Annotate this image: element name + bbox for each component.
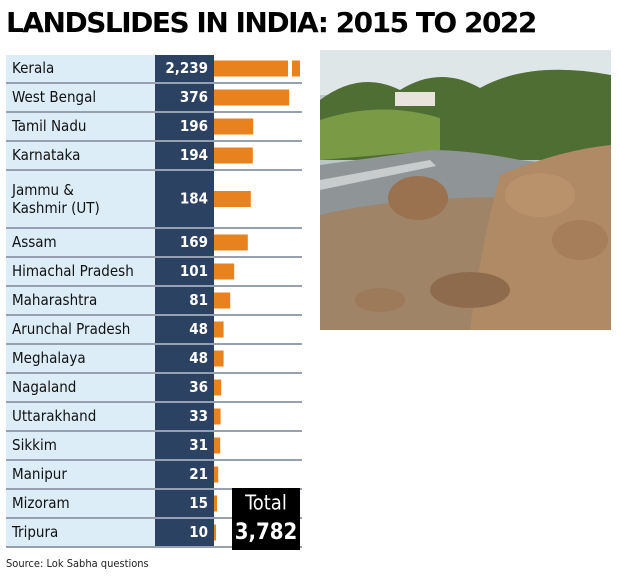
bar — [214, 118, 254, 135]
value-label: 184 — [180, 190, 208, 208]
bar-break — [288, 59, 292, 78]
photo — [320, 50, 611, 330]
value-cell — [155, 171, 214, 227]
value-cell — [155, 229, 214, 256]
value-cell — [155, 403, 214, 430]
bar — [214, 191, 251, 207]
category-label: Karnataka — [12, 146, 80, 164]
value-cell — [155, 316, 214, 343]
value-label: 21 — [189, 465, 208, 483]
bar — [214, 147, 253, 164]
value-label: 2,239 — [165, 59, 208, 77]
bar — [214, 379, 222, 396]
name-cell — [6, 171, 155, 227]
category-label: Mizoram — [12, 494, 70, 512]
value-label: 36 — [189, 378, 208, 396]
category-label: Assam — [12, 233, 57, 251]
value-cell — [155, 490, 214, 517]
name-cell — [6, 113, 155, 140]
value-cell — [155, 519, 214, 546]
value-label: 33 — [189, 407, 208, 425]
name-cell — [6, 374, 155, 401]
name-cell — [6, 142, 155, 169]
value-label: 169 — [180, 233, 208, 251]
value-cell — [155, 142, 214, 169]
value-label: 48 — [189, 349, 208, 367]
bar — [214, 524, 216, 541]
category-label: Manipur — [12, 465, 67, 483]
name-cell — [6, 258, 155, 285]
bar — [214, 466, 219, 483]
bar — [214, 292, 231, 309]
category-label: Tripura — [11, 523, 58, 541]
value-cell — [155, 374, 214, 401]
total-value: 3,782 — [235, 520, 298, 545]
total-box: Total 3,782 — [232, 488, 300, 550]
bar — [214, 495, 217, 512]
category-label: Arunchal Pradesh — [12, 320, 130, 338]
value-label: 15 — [189, 494, 208, 512]
value-label: 48 — [189, 320, 208, 338]
value-cell — [155, 461, 214, 488]
chart-title: LANDSLIDES IN INDIA: 2015 TO 2022 — [6, 6, 536, 39]
name-cell — [6, 287, 155, 314]
name-cell — [6, 461, 155, 488]
category-label: Meghalaya — [12, 349, 86, 367]
category-label: Himachal Pradesh — [12, 262, 134, 280]
bar — [214, 350, 224, 367]
value-label: 196 — [180, 117, 208, 135]
category-label: West Bengal — [12, 88, 96, 106]
value-cell — [155, 287, 214, 314]
name-cell — [6, 345, 155, 372]
value-cell — [155, 432, 214, 459]
name-cell — [6, 490, 155, 517]
bar — [214, 321, 224, 338]
category-label: Jammu & Kashmir (UT) — [11, 181, 100, 217]
value-label: 101 — [180, 262, 208, 280]
name-cell — [6, 432, 155, 459]
value-label: 376 — [180, 88, 208, 106]
value-cell — [155, 113, 214, 140]
name-cell — [6, 55, 155, 82]
category-label: Kerala — [12, 59, 54, 77]
name-cell — [6, 84, 155, 111]
source: Source: Lok Sabha questions — [6, 557, 149, 570]
value-label: 81 — [189, 291, 208, 309]
name-cell — [6, 316, 155, 343]
value-label: 194 — [180, 146, 208, 164]
value-cell — [155, 84, 214, 111]
category-label: Sikkim — [12, 436, 57, 454]
name-cell — [6, 229, 155, 256]
category-label: Maharashtra — [12, 291, 97, 309]
bar — [214, 60, 300, 77]
value-cell — [155, 258, 214, 285]
bar — [214, 89, 290, 106]
category-label: Uttarakhand — [12, 407, 96, 425]
value-cell — [155, 55, 214, 82]
name-cell — [6, 519, 155, 546]
value-label: 10 — [189, 523, 208, 541]
bar — [214, 234, 248, 251]
bar — [214, 437, 221, 454]
total-background — [232, 488, 300, 550]
bar — [214, 408, 221, 425]
value-label: 31 — [189, 436, 208, 454]
bar — [214, 263, 235, 280]
category-label: Nagaland — [12, 378, 76, 396]
name-cell — [6, 403, 155, 430]
category-label: Tamil Nadu — [11, 117, 86, 135]
value-cell — [155, 345, 214, 372]
total-label: Total — [244, 491, 287, 515]
